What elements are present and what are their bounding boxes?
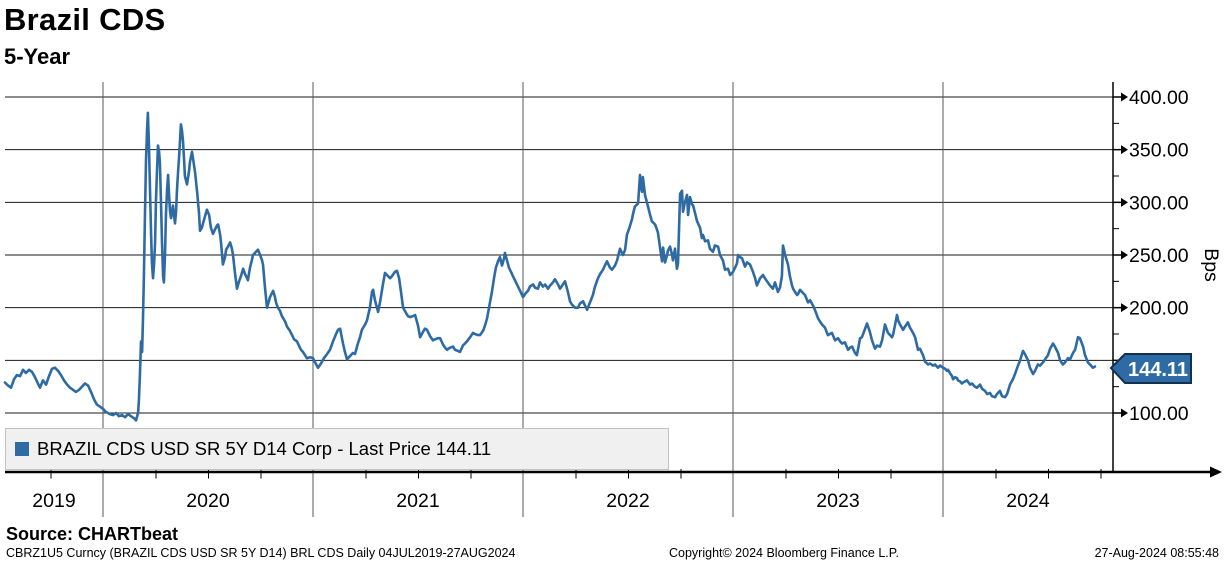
last-price-tag xyxy=(1109,353,1192,384)
y-tick-label: 400.00 xyxy=(1129,87,1189,109)
legend-series-label: BRAZIL CDS USD SR 5Y D14 Corp - Last Pri… xyxy=(37,438,492,459)
x-axis-arrow-icon xyxy=(1210,466,1222,478)
y-tick-arrow-icon xyxy=(1121,145,1128,155)
y-tick-arrow-icon xyxy=(1121,250,1128,260)
y-tick-arrow-icon xyxy=(1121,197,1128,207)
x-tick-label: 2021 xyxy=(396,490,439,512)
x-tick-label: 2024 xyxy=(1006,490,1050,512)
y-axis-title: Bps xyxy=(1200,248,1222,282)
y-tick-arrow-icon xyxy=(1121,303,1128,313)
y-tick-label: 300.00 xyxy=(1129,192,1189,214)
footer-ticker-info: CBRZ1U5 Curncy (BRAZIL CDS USD SR 5Y D14… xyxy=(6,546,516,560)
legend-box: BRAZIL CDS USD SR 5Y D14 Corp - Last Pri… xyxy=(5,428,669,470)
x-tick-label: 2019 xyxy=(32,490,75,512)
y-tick-arrow-icon xyxy=(1121,92,1128,102)
y-tick-label: 200.00 xyxy=(1129,298,1189,320)
cds-price-line xyxy=(3,111,1097,422)
page-title: Brazil CDS xyxy=(4,2,166,37)
y-tick-arrow-icon xyxy=(1121,408,1128,418)
y-tick-label: 250.00 xyxy=(1129,245,1189,267)
x-tick-label: 2023 xyxy=(816,490,859,512)
series-swatch-icon xyxy=(15,442,29,456)
x-tick-label: 2020 xyxy=(186,490,230,512)
source-label: Source: CHARTbeat xyxy=(6,524,179,544)
footer-copyright: Copyright© 2024 Bloomberg Finance L.P. xyxy=(669,546,899,560)
y-tick-label: 350.00 xyxy=(1129,140,1189,162)
x-tick-label: 2022 xyxy=(606,490,649,512)
footer-timestamp: 27-Aug-2024 08:55:48 xyxy=(1094,546,1219,560)
y-tick-label: 100.00 xyxy=(1129,403,1189,425)
footer-bar: CBRZ1U5 Curncy (BRAZIL CDS USD SR 5Y D14… xyxy=(0,546,1224,566)
last-price-tag-label: 144.11 xyxy=(1128,359,1188,381)
page-subtitle: 5-Year xyxy=(4,44,71,69)
